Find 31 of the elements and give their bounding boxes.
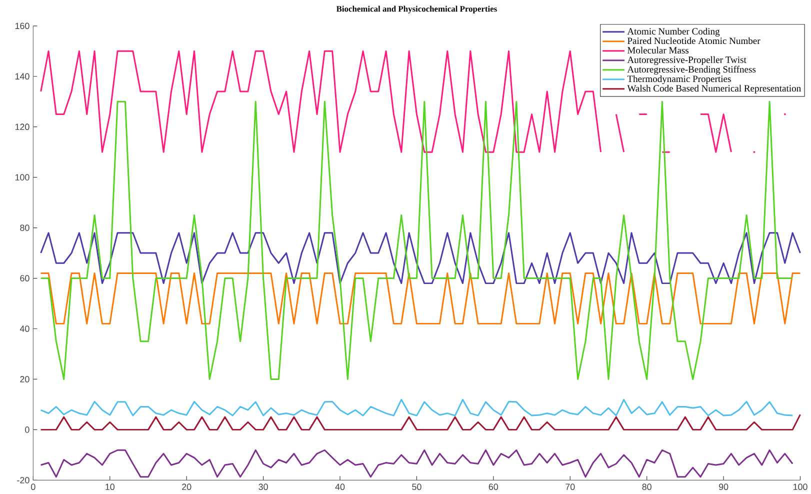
- line-series: [40, 449, 794, 478]
- x-tick-label: 40: [335, 484, 345, 490]
- y-tick-label: -20: [17, 476, 30, 484]
- x-tick-label: 80: [642, 484, 652, 490]
- x-tick-label: 100: [793, 484, 808, 490]
- x-tick-label: 90: [718, 484, 728, 490]
- legend-label: Autoregressive-Bending Stiffness: [627, 66, 756, 74]
- x-tick-label: 50: [412, 484, 422, 490]
- y-tick-label: 160: [15, 22, 30, 30]
- legend-label: Atomic Number Coding: [627, 28, 720, 36]
- legend-label: Paired Nucleotide Atomic Number: [627, 37, 760, 44]
- legend-label: Autoregressive-Propeller Twist: [627, 56, 746, 65]
- x-tick-label: 70: [566, 484, 575, 490]
- y-tick-label: 60: [20, 275, 30, 282]
- x-tick-label: 0: [31, 484, 36, 490]
- legend-label: Walsh Code Based Numerical Representation: [627, 84, 801, 94]
- y-tick-label: 0: [25, 426, 30, 433]
- x-tick-label: 60: [488, 484, 498, 490]
- x-tick-label: 30: [258, 484, 268, 490]
- y-tick-label: 140: [15, 73, 30, 80]
- legend-label: Molecular Mass: [627, 46, 689, 54]
- chart-title: Biochemical and Physicochemical Properties: [336, 6, 497, 14]
- y-tick-label: 100: [15, 174, 30, 180]
- y-tick-label: 40: [20, 326, 30, 332]
- legend-label: Thermodynamic Properties: [627, 75, 731, 84]
- x-tick-label: 10: [106, 484, 115, 490]
- x-tick-label: 20: [182, 484, 192, 490]
- y-tick-label: 80: [20, 224, 30, 231]
- line-series: [40, 398, 794, 416]
- y-tick-label: 120: [15, 124, 30, 130]
- y-tick-label: 20: [20, 376, 30, 382]
